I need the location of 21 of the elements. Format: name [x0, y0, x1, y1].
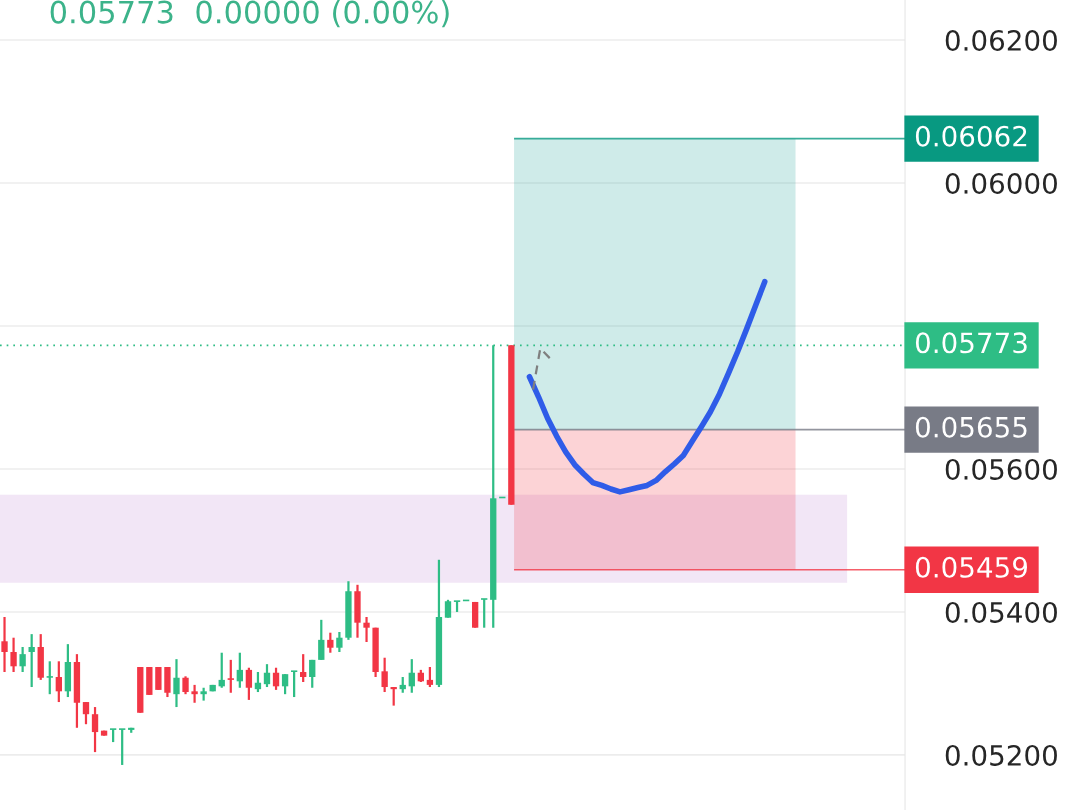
- candlestick: [109, 728, 117, 744]
- candlestick: [471, 600, 479, 629]
- y-tick-label: 0.05200: [945, 744, 1057, 766]
- y-tick-label: 0.06200: [945, 29, 1057, 51]
- chart-title: 0.05773 0.00000 (0.00%): [50, 0, 449, 28]
- ref-line-label: 0.05655: [915, 416, 1027, 438]
- candlestick: [146, 665, 153, 697]
- candlestick: [453, 600, 461, 614]
- y-tick-label: 0.05600: [945, 458, 1057, 480]
- candlestick: [137, 665, 144, 714]
- y-tick-label: 0.06000: [945, 172, 1057, 194]
- ref-line-label: 0.05459: [915, 556, 1028, 578]
- candlestick: [481, 597, 488, 629]
- candlestick: [155, 665, 162, 691]
- candlestick: [100, 729, 108, 737]
- candlestick: [119, 728, 126, 767]
- y-tick-label: 0.05400: [945, 601, 1057, 623]
- ref-line-label: 0.06062: [915, 125, 1027, 147]
- candlestick: [508, 344, 515, 506]
- candlestick: [290, 670, 298, 699]
- ref-line-label: 0.05773: [915, 332, 1027, 354]
